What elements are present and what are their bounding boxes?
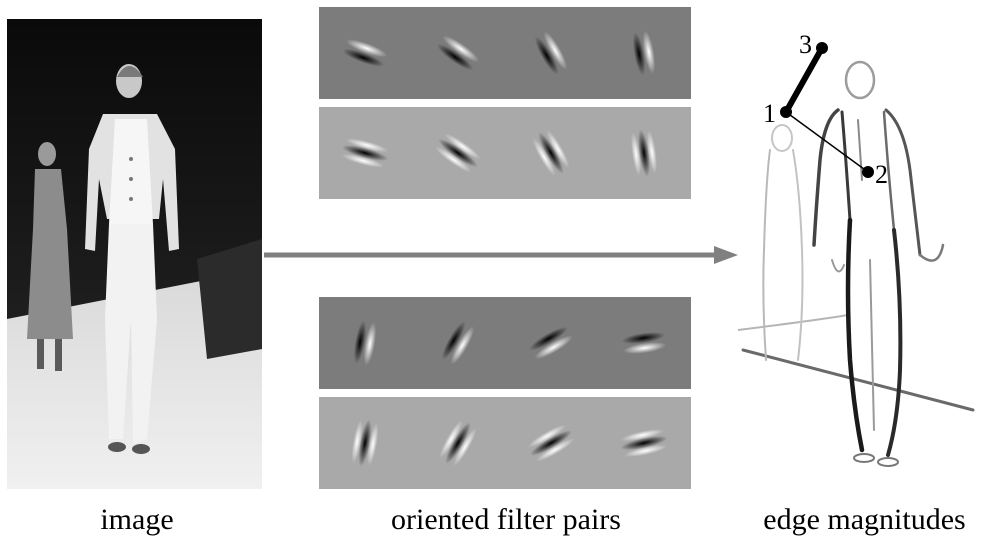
edge-magnitude-image: 1 2 3 (738, 30, 978, 495)
filter-odd-120deg (441, 321, 475, 365)
filter-even-120deg (439, 419, 477, 467)
filter-even-30deg (435, 133, 481, 173)
strong-link-1-3 (783, 45, 825, 115)
filter-odd-0deg (342, 39, 388, 67)
point-1-marker (780, 106, 792, 118)
caption-edges: edge magnitudes (763, 503, 966, 536)
filter-odd-30deg (436, 35, 480, 71)
filter-even-170deg (620, 429, 668, 457)
point-2-marker (862, 166, 874, 178)
filter-bank-bottom (319, 297, 691, 489)
filter-row-even (319, 107, 691, 199)
filter-odd-170deg (621, 332, 667, 354)
filter-even-150deg (527, 424, 575, 462)
filter-even-0deg (341, 138, 389, 168)
filter-even-100deg (351, 419, 379, 467)
process-arrow (262, 243, 742, 267)
filter-even-80deg (631, 129, 657, 177)
caption-filters: oriented filter pairs (391, 503, 621, 536)
caption-image: image (100, 503, 174, 536)
weak-link-1-2 (785, 111, 869, 173)
filter-even-60deg (532, 129, 570, 177)
filter-odd-60deg (534, 31, 568, 75)
filter-odd-80deg (632, 30, 656, 76)
point-3-marker (816, 42, 828, 54)
filter-odd-150deg (529, 326, 573, 360)
filter-bank-top (319, 7, 691, 199)
filter-odd-100deg (353, 320, 377, 366)
point-2-label: 2 (875, 160, 888, 189)
point-1-label: 1 (763, 99, 776, 128)
runway-photo (7, 19, 262, 489)
point-3-label: 3 (799, 30, 812, 59)
